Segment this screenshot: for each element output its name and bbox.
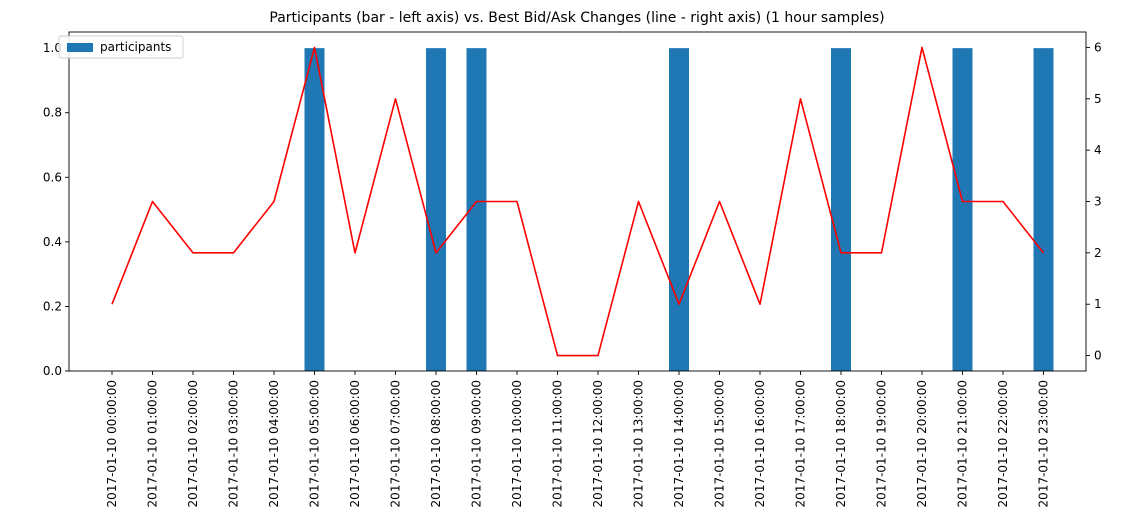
- x-tick-label: 2017-01-10 18:00:00: [834, 380, 848, 507]
- bar-participants-8: [426, 48, 446, 371]
- x-tick-label: 2017-01-10 03:00:00: [227, 380, 241, 507]
- right-tick-label: 3: [1094, 195, 1102, 209]
- bar-participants-18: [831, 48, 851, 371]
- chart-title: Participants (bar - left axis) vs. Best …: [269, 10, 884, 26]
- legend-swatch-participants: [67, 43, 93, 52]
- bars-layer: [305, 48, 1054, 371]
- x-tick-label: 2017-01-10 05:00:00: [308, 380, 322, 507]
- x-tick-label: 2017-01-10 00:00:00: [105, 380, 119, 507]
- x-tick-label: 2017-01-10 09:00:00: [470, 380, 484, 507]
- plot-frame: [69, 32, 1086, 371]
- left-tick-label: 0.4: [43, 235, 62, 249]
- x-tick-label: 2017-01-10 14:00:00: [672, 380, 686, 507]
- legend: participants: [59, 36, 183, 58]
- bar-participants-14: [669, 48, 689, 371]
- bar-participants-5: [305, 48, 325, 371]
- x-tick-label: 2017-01-10 19:00:00: [875, 380, 889, 507]
- x-tick-label: 2017-01-10 20:00:00: [915, 380, 929, 507]
- x-tick-label: 2017-01-10 10:00:00: [510, 380, 524, 507]
- x-tick-label: 2017-01-10 06:00:00: [348, 380, 362, 507]
- right-tick-label: 6: [1094, 40, 1102, 54]
- bar-participants-23: [1034, 48, 1054, 371]
- x-tick-label: 2017-01-10 22:00:00: [996, 380, 1010, 507]
- left-tick-label: 0.2: [43, 299, 62, 313]
- x-tick-label: 2017-01-10 17:00:00: [794, 380, 808, 507]
- x-tick-label: 2017-01-10 01:00:00: [146, 380, 160, 507]
- x-tick-label: 2017-01-10 23:00:00: [1037, 380, 1051, 507]
- x-tick-label: 2017-01-10 11:00:00: [551, 380, 565, 507]
- x-tick-label: 2017-01-10 02:00:00: [186, 380, 200, 507]
- line-series: [112, 47, 1044, 355]
- x-tick-label: 2017-01-10 13:00:00: [632, 380, 646, 507]
- right-tick-label: 2: [1094, 246, 1102, 260]
- x-tick-label: 2017-01-10 04:00:00: [267, 380, 281, 507]
- x-tick-label: 2017-01-10 12:00:00: [591, 380, 605, 507]
- right-tick-label: 4: [1094, 143, 1102, 157]
- left-tick-label: 0.6: [43, 170, 62, 184]
- right-tick-label: 5: [1094, 92, 1102, 106]
- right-tick-label: 1: [1094, 297, 1102, 311]
- left-tick-label: 0.8: [43, 106, 62, 120]
- x-tick-label: 2017-01-10 15:00:00: [713, 380, 727, 507]
- x-tick-label: 2017-01-10 07:00:00: [389, 380, 403, 507]
- x-tick-label: 2017-01-10 21:00:00: [956, 380, 970, 507]
- bar-participants-21: [953, 48, 973, 371]
- line-layer: [112, 47, 1044, 355]
- x-tick-label: 2017-01-10 16:00:00: [753, 380, 767, 507]
- right-tick-label: 0: [1094, 349, 1102, 363]
- left-tick-label: 0.0: [43, 364, 62, 378]
- x-tick-label: 2017-01-10 08:00:00: [429, 380, 443, 507]
- legend-label-participants: participants: [100, 40, 171, 54]
